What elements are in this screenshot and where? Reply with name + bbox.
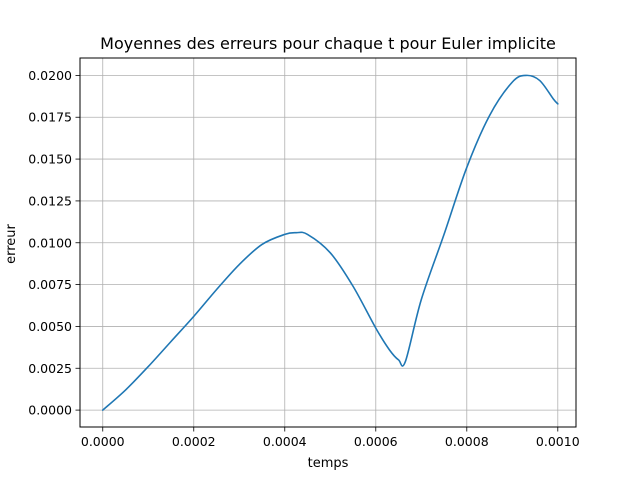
y-axis-ticks: 0.0000 0.0025 0.0050 0.0075 0.0100 0.0125 0.01… <box>28 68 80 418</box>
y-tick-label: 0.0125 <box>28 193 72 208</box>
data-point <box>443 234 444 235</box>
data-point <box>125 389 126 390</box>
x-tick-label: 0.0008 <box>445 434 489 449</box>
x-tick-label: 0.0010 <box>536 434 580 449</box>
x-tick-label: 0.0002 <box>172 434 216 449</box>
data-point <box>193 316 194 317</box>
data-point <box>405 361 406 362</box>
data-point <box>389 349 390 350</box>
x-axis-ticks: 0.0000 0.0002 0.0004 0.0006 0.0008 0.0010 <box>81 427 580 449</box>
grid <box>80 58 576 427</box>
data-point <box>170 341 171 342</box>
data-point <box>352 286 353 287</box>
data-point <box>553 98 554 99</box>
x-tick-label: 0.0006 <box>354 434 398 449</box>
y-tick-label: 0.0175 <box>28 110 72 125</box>
data-point <box>307 234 308 235</box>
y-tick-label: 0.0100 <box>28 235 72 250</box>
y-axis-label: erreur <box>4 223 19 263</box>
x-tick-label: 0.0000 <box>81 434 125 449</box>
series-layer <box>101 74 559 411</box>
data-point <box>330 252 331 253</box>
data-point <box>261 244 262 245</box>
y-tick-label: 0.0050 <box>28 319 72 334</box>
y-tick-label: 0.0200 <box>28 68 72 83</box>
y-tick-label: 0.0150 <box>28 152 72 167</box>
y-tick-label: 0.0000 <box>28 403 72 418</box>
data-point <box>296 232 297 233</box>
data-point <box>398 359 399 360</box>
data-point <box>512 81 513 82</box>
x-axis-label: temps <box>308 456 349 471</box>
data-point <box>239 264 240 265</box>
y-tick-label: 0.0075 <box>28 277 72 292</box>
data-point <box>539 80 540 81</box>
data-point <box>216 289 217 290</box>
data-point <box>284 234 285 235</box>
data-point <box>466 167 467 168</box>
data-point <box>557 103 558 104</box>
y-tick-label: 0.0025 <box>28 361 72 376</box>
data-point <box>489 115 490 116</box>
x-tick-label: 0.0004 <box>263 434 307 449</box>
series-line <box>101 74 559 411</box>
data-point <box>102 409 103 410</box>
data-point <box>525 75 526 76</box>
data-point <box>421 299 422 300</box>
data-point <box>148 366 149 367</box>
chart-title: Moyennes des erreurs pour chaque t pour … <box>100 34 556 53</box>
data-point <box>375 327 376 328</box>
